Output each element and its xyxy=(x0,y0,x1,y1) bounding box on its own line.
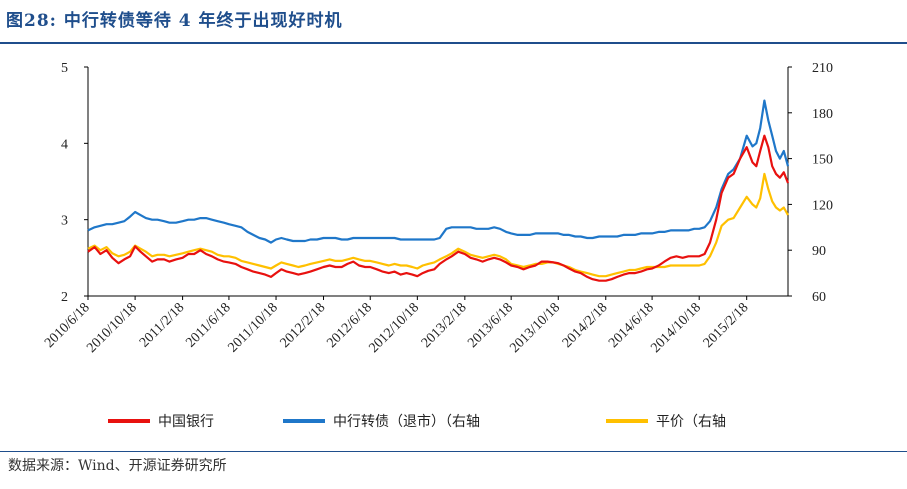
x-tick-label: 2012/10/18 xyxy=(366,300,422,356)
series-line-1 xyxy=(87,99,790,244)
series-line-2 xyxy=(87,172,789,278)
x-tick-label: 2011/2/18 xyxy=(137,300,187,350)
legend-label-1: 中行转债（退市）（右轴 xyxy=(333,413,480,430)
legend: 中国银行 中行转债（退市）（右轴 平价（右轴 xyxy=(108,413,726,430)
chart: 2 3 4 5 60 90 120 150 180 210 2010/6/182010/10/1… xyxy=(42,61,833,430)
right-axis-ticks: 60 90 120 150 180 210 xyxy=(788,61,833,305)
x-tick-label: 2013/10/18 xyxy=(507,300,563,356)
right-tick-label: 60 xyxy=(812,290,826,305)
right-tick-label: 180 xyxy=(812,107,833,122)
right-tick-label: 90 xyxy=(812,244,826,259)
left-tick-label: 3 xyxy=(61,214,68,229)
series-line-0 xyxy=(87,134,790,282)
right-tick-label: 120 xyxy=(812,198,833,213)
source-rule xyxy=(0,451,907,452)
left-tick-label: 4 xyxy=(61,137,68,152)
legend-label-2: 平价（右轴 xyxy=(656,414,726,430)
x-tick-label: 2014/10/18 xyxy=(648,300,704,356)
right-tick-label: 150 xyxy=(812,153,833,168)
source-note: 数据来源：Wind、开源证券研究所 xyxy=(8,458,227,474)
x-tick-label: 2012/2/18 xyxy=(278,300,329,351)
left-tick-label: 2 xyxy=(61,290,68,305)
x-tick-label: 2015/2/18 xyxy=(701,300,752,351)
x-tick-label: 2010/10/18 xyxy=(84,300,140,356)
plot-frame xyxy=(87,67,789,297)
x-tick-label: 2011/10/18 xyxy=(226,300,281,355)
legend-label-0: 中国银行 xyxy=(158,414,214,430)
right-tick-label: 210 xyxy=(812,61,833,76)
page-title: 图28: 中行转债等待 4 年终于出现好时机 xyxy=(6,11,343,31)
x-axis-ticks: 2010/6/182010/10/182011/2/182011/6/18201… xyxy=(42,296,752,356)
x-tick-label: 2014/2/18 xyxy=(560,300,611,351)
left-axis-ticks: 2 3 4 5 xyxy=(61,61,88,305)
series-layer xyxy=(87,99,790,282)
left-tick-label: 5 xyxy=(61,61,68,76)
title-rule xyxy=(0,42,907,44)
x-tick-label: 2013/2/18 xyxy=(419,300,470,351)
